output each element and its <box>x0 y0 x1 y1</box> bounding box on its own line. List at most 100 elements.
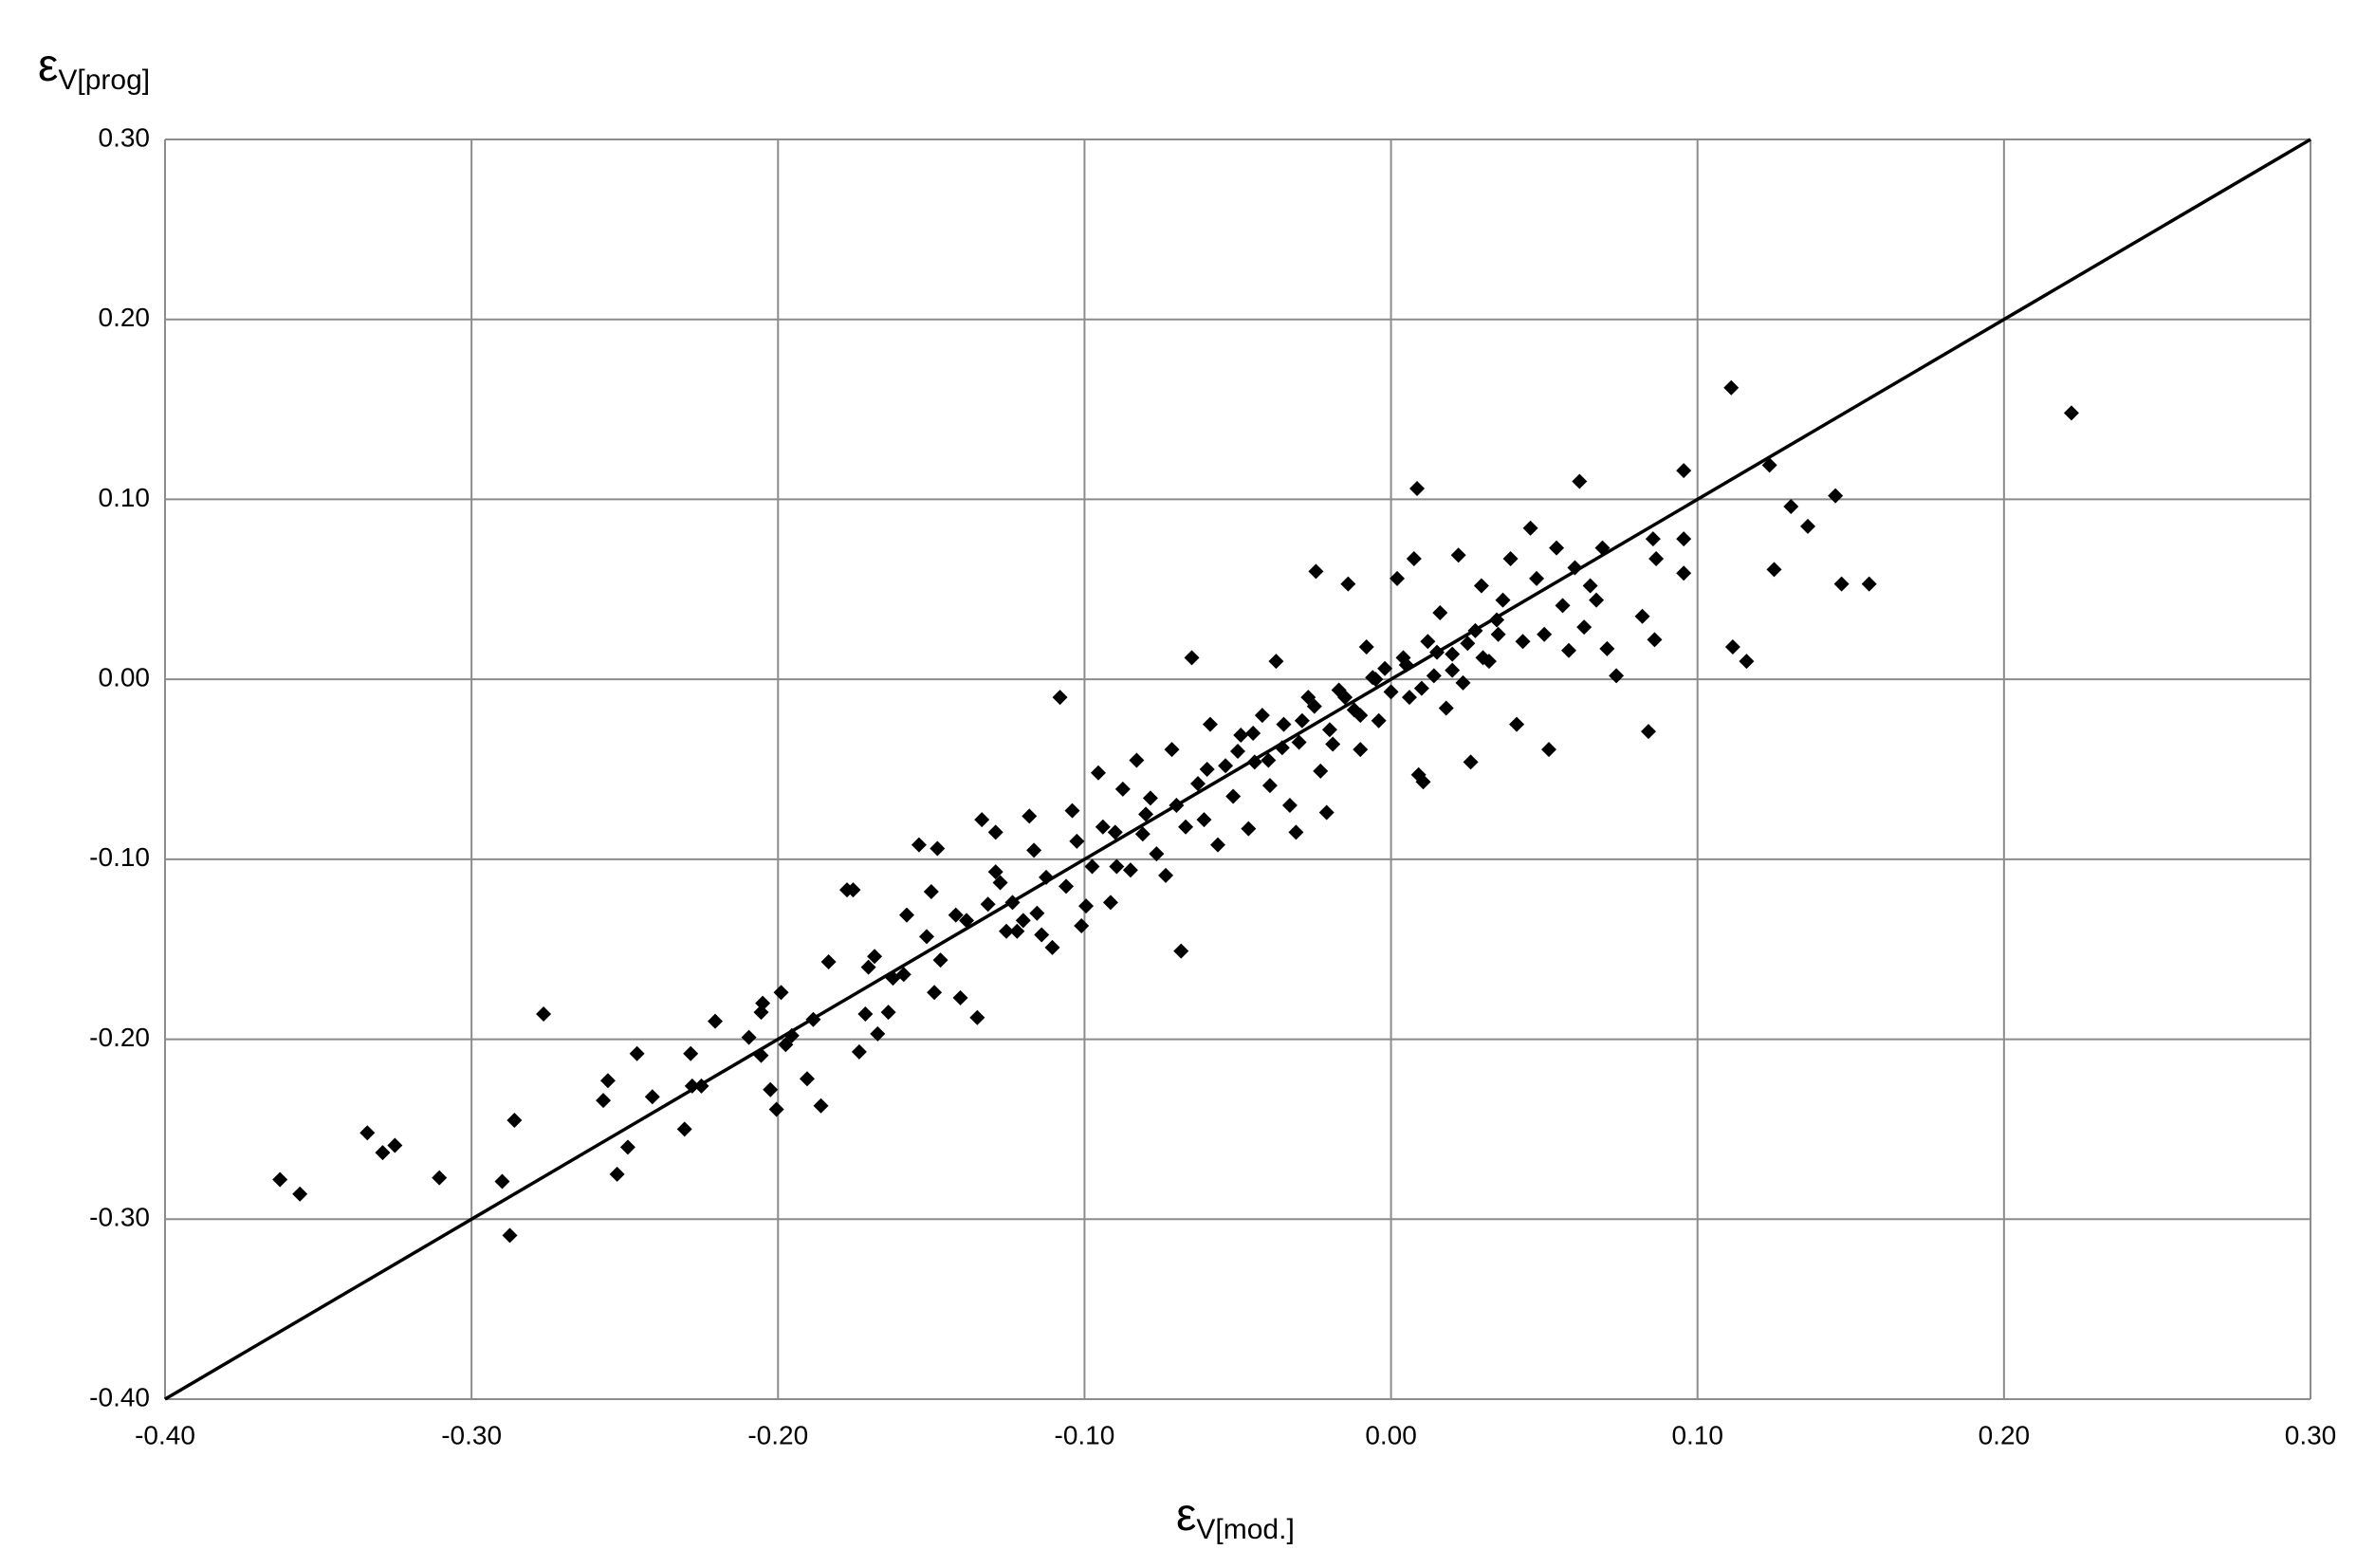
point <box>1724 638 1740 655</box>
point <box>992 875 1008 891</box>
point <box>1291 734 1307 750</box>
x-tick-label: -0.20 <box>747 1420 808 1449</box>
point <box>1413 680 1429 696</box>
point <box>1415 774 1431 790</box>
point <box>1560 642 1576 658</box>
point <box>923 884 939 900</box>
point <box>1489 612 1505 628</box>
point <box>1261 778 1278 794</box>
point <box>1169 797 1185 813</box>
point <box>899 907 915 923</box>
point <box>1761 457 1777 473</box>
point <box>1138 806 1154 822</box>
point <box>1739 654 1755 670</box>
point <box>2063 405 2079 421</box>
point <box>1589 592 1605 608</box>
point <box>1337 690 1353 706</box>
point <box>1084 858 1100 875</box>
point <box>820 953 837 969</box>
point <box>1318 804 1335 821</box>
point <box>1567 560 1583 576</box>
point <box>1241 821 1257 837</box>
point <box>1455 674 1471 691</box>
point <box>1371 712 1387 729</box>
point <box>1102 895 1118 911</box>
point <box>911 837 927 853</box>
point <box>1540 742 1556 758</box>
point <box>1723 379 1740 396</box>
point <box>1064 802 1080 819</box>
x-tick-label: -0.30 <box>441 1420 502 1449</box>
point <box>919 929 935 945</box>
x-tick-label: 0.10 <box>1671 1420 1723 1449</box>
point <box>1377 660 1393 676</box>
point <box>1833 576 1850 592</box>
point <box>1401 690 1417 706</box>
point <box>1467 622 1483 638</box>
point <box>1800 518 1816 534</box>
point <box>1142 790 1158 806</box>
y-tick-label: 0.10 <box>99 483 151 512</box>
point <box>1502 551 1519 567</box>
point <box>1445 662 1461 678</box>
point <box>952 989 968 1005</box>
point <box>927 985 943 1001</box>
point <box>1463 754 1479 770</box>
y-tick-label: -0.10 <box>89 842 150 872</box>
point <box>1039 869 1055 885</box>
point <box>1676 565 1692 581</box>
point <box>895 967 911 983</box>
point <box>375 1145 391 1161</box>
point <box>1164 742 1180 758</box>
point <box>1261 752 1277 768</box>
point <box>1438 700 1454 716</box>
point <box>1306 698 1322 714</box>
point <box>1648 551 1665 567</box>
point <box>387 1137 403 1153</box>
point <box>1426 668 1442 684</box>
point <box>753 1047 769 1063</box>
point <box>684 1078 700 1094</box>
point <box>813 1098 829 1114</box>
point <box>1549 540 1565 556</box>
point <box>1202 716 1218 732</box>
x-tick-label: -0.40 <box>135 1420 195 1449</box>
point <box>1475 650 1491 666</box>
point <box>432 1170 448 1186</box>
point <box>644 1089 660 1105</box>
point <box>1114 781 1131 797</box>
point <box>494 1173 510 1190</box>
point <box>1676 531 1692 547</box>
y-axis-label-subscript: V[prog] <box>58 65 150 96</box>
point <box>1245 726 1261 742</box>
point <box>1409 481 1426 497</box>
point <box>1515 634 1531 650</box>
point <box>1783 499 1799 515</box>
point <box>1288 824 1304 840</box>
point <box>1358 638 1374 655</box>
point <box>1015 913 1031 929</box>
point <box>974 812 990 828</box>
x-tick-label: -0.10 <box>1055 1420 1115 1449</box>
y-axis-label: εV[prog] <box>38 41 150 96</box>
point <box>1828 488 1844 504</box>
point <box>1026 842 1042 858</box>
point <box>1647 632 1663 648</box>
point <box>930 840 946 857</box>
point <box>1340 576 1356 592</box>
point <box>1420 634 1436 650</box>
point <box>1368 672 1384 688</box>
point <box>1069 833 1085 849</box>
point <box>1766 562 1782 578</box>
point <box>619 1139 635 1155</box>
point <box>987 864 1003 880</box>
point <box>1034 927 1050 943</box>
x-tick-label: 0.20 <box>1979 1420 2031 1449</box>
point <box>773 985 789 1001</box>
point <box>272 1171 288 1188</box>
point <box>867 949 883 965</box>
point <box>359 1125 376 1141</box>
point <box>1537 626 1553 642</box>
point <box>629 1045 645 1061</box>
point <box>959 913 975 929</box>
